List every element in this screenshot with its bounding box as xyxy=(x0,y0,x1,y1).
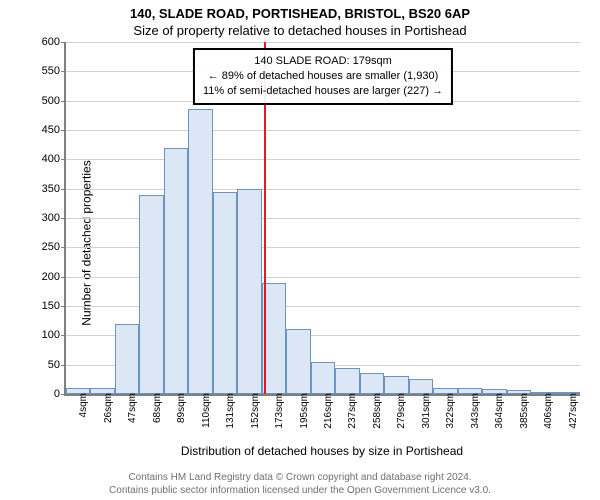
x-tick: 322sqm xyxy=(445,393,456,429)
x-tick: 364sqm xyxy=(494,393,505,429)
y-tick: 400 xyxy=(28,153,60,165)
x-tick: 131sqm xyxy=(225,393,236,429)
y-tick: 450 xyxy=(28,124,60,136)
y-tick: 350 xyxy=(28,183,60,195)
annotation-line: 140 SLADE ROAD: 179sqm xyxy=(203,54,443,69)
y-tick: 600 xyxy=(28,36,60,48)
histogram-bar xyxy=(164,148,188,394)
x-tick: 385sqm xyxy=(519,393,530,429)
x-tick: 237sqm xyxy=(347,393,358,429)
histogram-bar xyxy=(311,362,335,394)
annotation-box: 140 SLADE ROAD: 179sqm← 89% of detached … xyxy=(193,48,453,105)
page-title: 140, SLADE ROAD, PORTISHEAD, BRISTOL, BS… xyxy=(0,0,600,21)
gridline xyxy=(66,159,580,160)
y-tick: 250 xyxy=(28,241,60,253)
histogram-bar xyxy=(335,368,359,394)
footer-line-2: Contains public sector information licen… xyxy=(0,484,600,497)
x-tick: 26sqm xyxy=(103,393,114,423)
chart-container: Number of detached properties 0501001502… xyxy=(0,42,600,444)
x-tick: 195sqm xyxy=(299,393,310,429)
y-tick: 100 xyxy=(28,329,60,341)
plot-area: 0501001502002503003504004505005506004sqm… xyxy=(64,42,580,396)
annotation-line: 11% of semi-detached houses are larger (… xyxy=(203,84,443,99)
x-tick: 89sqm xyxy=(176,393,187,423)
page-subtitle: Size of property relative to detached ho… xyxy=(0,21,600,38)
gridline xyxy=(66,189,580,190)
histogram-bar xyxy=(139,195,163,394)
x-tick: 406sqm xyxy=(543,393,554,429)
footer: Contains HM Land Registry data © Crown c… xyxy=(0,471,600,497)
gridline xyxy=(66,130,580,131)
x-tick: 47sqm xyxy=(127,393,138,423)
x-tick: 68sqm xyxy=(152,393,163,423)
y-tick: 300 xyxy=(28,212,60,224)
y-tick: 0 xyxy=(28,388,60,400)
y-tick: 50 xyxy=(28,359,60,371)
histogram-bar xyxy=(360,373,384,394)
histogram-bar xyxy=(188,109,212,394)
x-tick: 279sqm xyxy=(396,393,407,429)
x-tick: 258sqm xyxy=(372,393,383,429)
x-tick: 301sqm xyxy=(421,393,432,429)
histogram-bar xyxy=(115,324,139,394)
histogram-bar xyxy=(409,379,433,394)
gridline xyxy=(66,42,580,43)
x-tick: 216sqm xyxy=(323,393,334,429)
y-tick: 550 xyxy=(28,65,60,77)
footer-line-1: Contains HM Land Registry data © Crown c… xyxy=(0,471,600,484)
y-tick: 150 xyxy=(28,300,60,312)
x-tick: 152sqm xyxy=(250,393,261,429)
histogram-bar xyxy=(384,376,408,394)
x-tick: 110sqm xyxy=(201,393,212,428)
x-tick: 343sqm xyxy=(470,393,481,429)
x-tick: 4sqm xyxy=(78,393,89,417)
annotation-line: ← 89% of detached houses are smaller (1,… xyxy=(203,69,443,84)
x-axis-label: Distribution of detached houses by size … xyxy=(64,444,580,458)
x-tick: 427sqm xyxy=(568,393,579,429)
x-tick: 173sqm xyxy=(274,393,285,429)
histogram-bar xyxy=(213,192,237,394)
histogram-bar xyxy=(286,329,310,394)
y-tick: 500 xyxy=(28,95,60,107)
histogram-bar xyxy=(237,189,261,394)
y-tick: 200 xyxy=(28,271,60,283)
